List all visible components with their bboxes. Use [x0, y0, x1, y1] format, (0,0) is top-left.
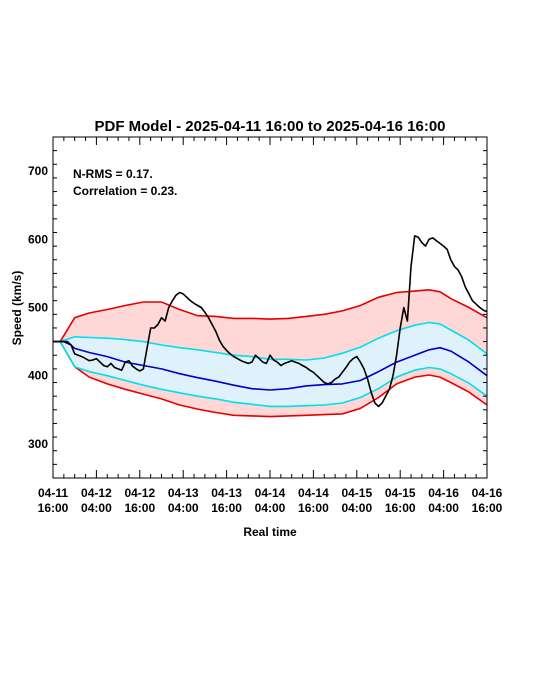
x-tick-label: 04:00 — [341, 501, 372, 515]
inner-upper-line — [59, 321, 488, 361]
x-tick-label: 04-12 — [81, 486, 112, 500]
series-model-mean-line — [53, 340, 488, 391]
series-observed-line — [53, 235, 488, 408]
x-tick-label: 04-13 — [211, 486, 242, 500]
x-tick-label: 16:00 — [124, 501, 155, 515]
x-tick-label: 04:00 — [255, 501, 286, 515]
x-tick-label: 04-15 — [385, 486, 416, 500]
y-tick-label: 700 — [28, 164, 48, 178]
inner-lower-line — [59, 341, 488, 408]
correlation-annotation: Correlation = 0.23. — [73, 184, 177, 198]
x-tick-label: 16:00 — [472, 501, 503, 515]
x-axis-label: Real time — [243, 525, 297, 539]
x-tick-label: 04-14 — [255, 486, 286, 500]
y-tick-label: 400 — [28, 369, 48, 383]
x-tick-label: 04-13 — [168, 486, 199, 500]
x-tick-label: 16:00 — [385, 501, 416, 515]
x-tick-label: 04:00 — [81, 501, 112, 515]
outer-lower-line — [59, 341, 488, 418]
x-tick-label: 04-16 — [428, 486, 459, 500]
x-tick-label: 04-11 — [38, 486, 68, 500]
y-tick-label: 600 — [28, 232, 48, 246]
x-tick-label: 16:00 — [298, 501, 329, 515]
inner-band-fill — [60, 322, 487, 407]
y-tick-label: 300 — [28, 437, 48, 451]
x-tick-label: 04:00 — [428, 501, 459, 515]
plot-area — [53, 235, 488, 418]
x-tick-label: 04:00 — [168, 501, 199, 515]
axes: 30040050060070004-1116:0004-1204:0004-12… — [28, 136, 503, 515]
nrms-annotation: N-RMS = 0.17. — [73, 167, 153, 181]
x-tick-label: 04-12 — [124, 486, 155, 500]
x-tick-label: 04-16 — [472, 486, 503, 500]
y-tick-label: 500 — [28, 301, 48, 315]
x-tick-label: 04-14 — [298, 486, 329, 500]
x-tick-label: 04-15 — [341, 486, 372, 500]
y-axis-label: Speed (km/s) — [10, 271, 24, 346]
chart-title: PDF Model - 2025-04-11 16:00 to 2025-04-… — [94, 118, 445, 135]
x-tick-label: 16:00 — [38, 501, 69, 515]
outer-upper-line — [59, 288, 488, 343]
x-tick-label: 16:00 — [211, 501, 242, 515]
